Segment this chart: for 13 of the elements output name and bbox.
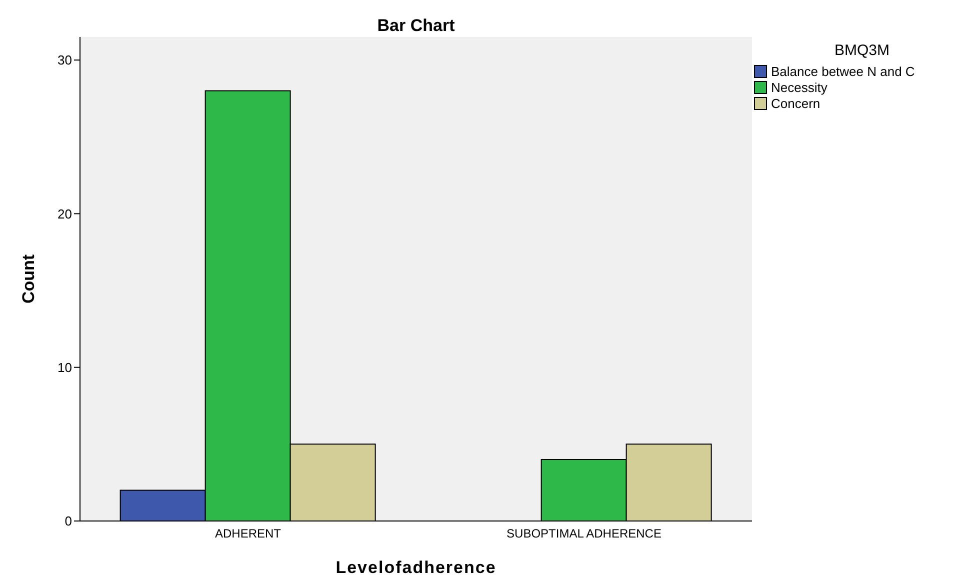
y-tick-label: 10 — [58, 360, 72, 375]
legend-label: Balance betwee N and C — [771, 64, 915, 78]
y-tick-label: 0 — [64, 514, 72, 529]
x-tick-label: SUBOPTIMAL ADHERENCE — [506, 526, 662, 541]
y-tick-label: 30 — [58, 52, 72, 68]
legend-title: BMQ3M — [833, 42, 890, 59]
chart-title: Bar Chart — [376, 16, 456, 36]
x-tick-label: ADHERENT — [214, 526, 282, 541]
legend-label: Concern — [771, 96, 820, 110]
y-axis-title: Count — [19, 254, 38, 304]
x-axis-title: Levelofadherence — [336, 558, 496, 575]
legend-label: Necessity — [771, 80, 828, 94]
y-tick-label: 20 — [58, 206, 72, 222]
